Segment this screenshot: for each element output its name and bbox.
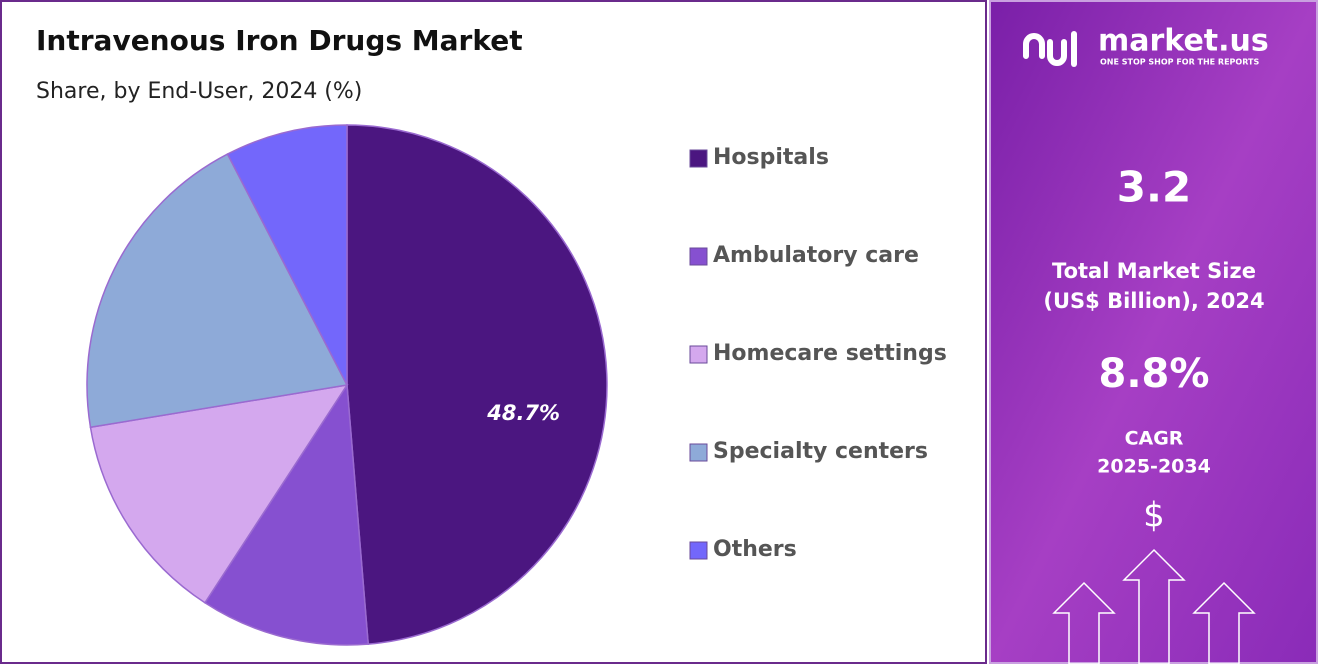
legend-swatch (689, 247, 708, 266)
legend: Hospitals Ambulatory care Homecare setting… (689, 145, 947, 562)
pie-slice (89, 383, 349, 604)
cagr: 8.8% (1099, 351, 1210, 397)
currency-icon: $ (1143, 496, 1165, 536)
side-panel (989, 0, 1318, 664)
pie-slice (86, 153, 349, 429)
legend-swatch (689, 541, 708, 560)
pie-slice (226, 124, 348, 386)
legend-label: Homecare settings (713, 341, 947, 366)
brand: market.us (1098, 24, 1269, 59)
legend-swatch (689, 149, 708, 168)
chart-title: Intravenous Iron Drugs Market (36, 24, 523, 57)
legend-label: Ambulatory care (713, 243, 919, 268)
legend-label: Others (713, 537, 797, 562)
cagr-label: CAGR (1125, 428, 1184, 450)
tagline: ONE STOP SHOP FOR THE REPORTS (1100, 58, 1259, 67)
logo-icon (1023, 31, 1077, 67)
chart-subtitle: Share, by End-User, 2024 (%) (36, 79, 362, 104)
legend-label: Hospitals (713, 145, 829, 170)
market-size: 3.2 (1117, 163, 1191, 212)
pie-slice (203, 382, 370, 646)
market-size-label: (US$ Billion), 2024 (1043, 289, 1264, 313)
market-size-label: Total Market Size (1052, 259, 1256, 283)
pie-slice (346, 124, 608, 645)
legend-label: Specialty centers (713, 439, 928, 464)
cagr-label: 2025-2034 (1097, 456, 1211, 478)
legend-swatch (689, 443, 708, 462)
data-label: 48.7% (486, 401, 560, 425)
legend-swatch (689, 345, 708, 364)
pie: 48.7% (86, 124, 608, 646)
